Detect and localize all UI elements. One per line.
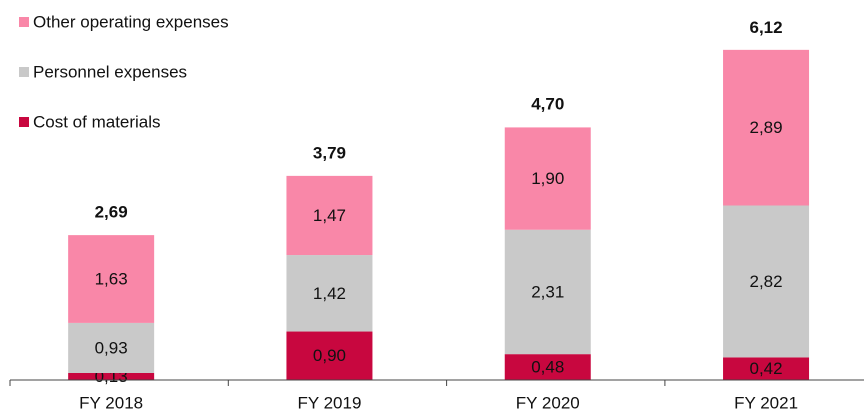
legend-swatch <box>19 117 29 127</box>
total-label: 3,79 <box>313 143 346 162</box>
value-label: 2,89 <box>750 118 783 137</box>
value-label: 0,90 <box>313 346 346 365</box>
total-label: 2,69 <box>95 203 128 222</box>
bar-segment <box>68 372 155 380</box>
value-label: 0,93 <box>95 338 128 357</box>
value-label: 1,90 <box>531 169 564 188</box>
value-label: 0,42 <box>750 359 783 378</box>
total-label: 6,12 <box>750 18 783 37</box>
bar-segment <box>723 49 810 206</box>
x-tick-label: FY 2021 <box>734 393 798 412</box>
value-label: 2,82 <box>750 272 783 291</box>
x-tick-label: FY 2020 <box>516 393 580 412</box>
bar-segment <box>286 175 373 256</box>
legend-label: Personnel expenses <box>33 62 187 81</box>
legend-swatch <box>19 67 29 77</box>
legend-label: Cost of materials <box>33 112 161 131</box>
value-label: 1,42 <box>313 284 346 303</box>
bar-segment <box>286 255 373 332</box>
x-tick-label: FY 2018 <box>79 393 143 412</box>
bar-segment <box>504 127 591 230</box>
bar-segment <box>723 357 810 380</box>
x-tick-label: FY 2019 <box>297 393 361 412</box>
bar-segment <box>286 331 373 380</box>
legend-swatch <box>19 17 29 27</box>
bar-segment <box>504 354 591 380</box>
bar-segment <box>68 322 155 373</box>
value-label: 2,31 <box>531 282 564 301</box>
total-label: 4,70 <box>531 94 564 113</box>
value-label: 1,47 <box>313 206 346 225</box>
value-label: 0,48 <box>531 358 564 377</box>
value-label: 1,63 <box>95 270 128 289</box>
bar-segment <box>504 229 591 355</box>
bar-segment <box>68 235 155 323</box>
legend-label: Other operating expenses <box>33 12 229 31</box>
bar-segment <box>723 205 810 358</box>
